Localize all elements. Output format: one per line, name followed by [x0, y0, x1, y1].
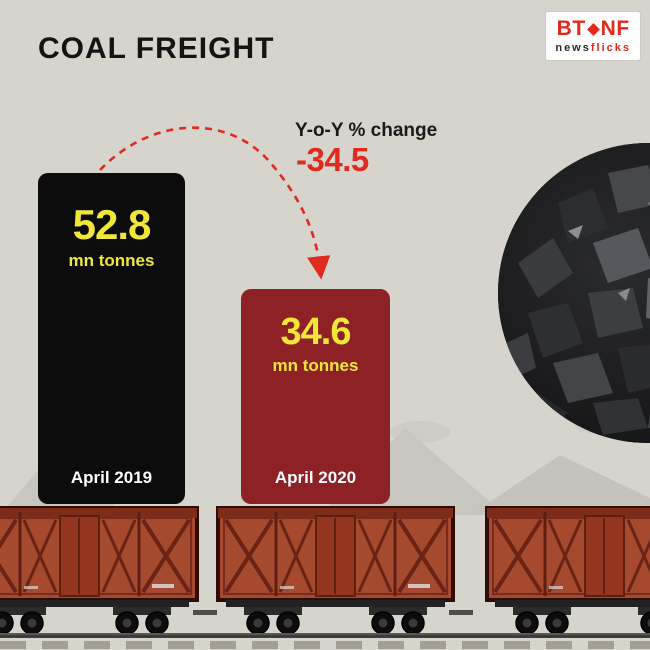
bar-value-2020: 34.6 — [280, 311, 352, 353]
coal-texture — [498, 143, 650, 443]
bar-unit-2020: mn tonnes — [272, 356, 359, 375]
page-title: COAL FREIGHT — [38, 32, 275, 65]
logo-diamond-icon — [586, 22, 600, 36]
bar-category-2019: April 2019 — [70, 468, 153, 487]
bar-april-2020: 34.6 mn tonnes April 2020 — [241, 289, 390, 504]
bt-newsflicks-logo: BT NF newsflicks — [546, 12, 640, 60]
bar-april-2019: 52.8 mn tonnes April 2019 — [38, 173, 185, 504]
bar-unit-2019: mn tonnes — [68, 251, 155, 270]
logo-bt-text: BT — [556, 17, 586, 40]
bar-value-2019: 52.8 — [72, 201, 152, 248]
logo-flicks-text: flicks — [590, 42, 631, 54]
yoy-change-label: Y-o-Y % change — [295, 120, 438, 141]
freight-train-illustration — [0, 506, 650, 650]
coal-photo — [498, 143, 650, 443]
yoy-change-value: -34.5 — [296, 141, 369, 178]
logo-nf-text: NF — [600, 17, 630, 40]
bar-category-2020: April 2020 — [274, 468, 357, 487]
logo-tagline: newsflicks — [555, 42, 631, 54]
logo-news-text: news — [555, 42, 591, 54]
logo-top-row: BT NF — [555, 17, 631, 41]
